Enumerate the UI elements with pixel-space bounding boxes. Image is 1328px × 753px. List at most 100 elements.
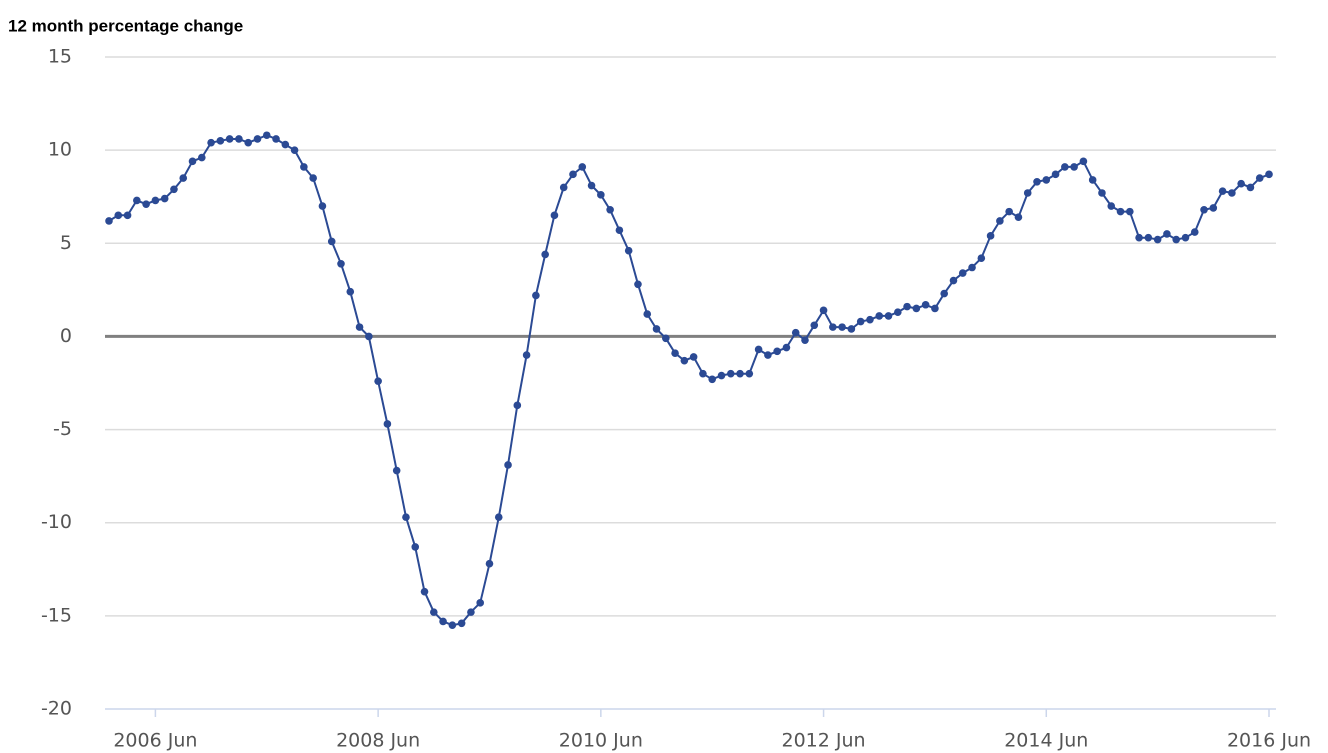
point <box>634 280 642 289</box>
point <box>801 336 809 344</box>
point <box>1042 176 1051 184</box>
point <box>847 325 856 333</box>
point <box>949 276 958 285</box>
point <box>1107 202 1116 210</box>
point <box>262 131 271 140</box>
point <box>1116 207 1125 216</box>
point <box>272 135 280 143</box>
point <box>430 608 438 616</box>
point <box>689 353 698 361</box>
y-tick-label: 0 <box>60 325 72 347</box>
point <box>355 323 364 331</box>
point <box>1246 183 1255 192</box>
point <box>597 191 605 199</box>
point <box>1200 205 1208 214</box>
point <box>170 185 178 194</box>
point <box>1153 235 1162 244</box>
point <box>819 306 828 315</box>
y-tick-label: 5 <box>60 232 72 254</box>
point <box>1033 178 1041 186</box>
point <box>1005 207 1013 216</box>
point <box>216 137 225 145</box>
point <box>1172 235 1180 244</box>
point <box>624 246 633 255</box>
point <box>782 343 791 352</box>
point <box>717 371 726 380</box>
x-tick-label: 2012 Jun <box>782 730 866 752</box>
point <box>1209 204 1218 212</box>
point <box>1228 189 1236 197</box>
point <box>402 513 410 521</box>
point <box>550 211 559 220</box>
point <box>374 377 382 385</box>
point <box>365 332 373 341</box>
point <box>1255 174 1264 182</box>
point <box>875 312 884 320</box>
point <box>1190 228 1199 236</box>
point <box>894 308 902 317</box>
point <box>253 135 262 143</box>
point <box>1061 163 1069 171</box>
point <box>467 608 475 616</box>
point <box>838 323 846 331</box>
point <box>207 138 215 147</box>
y-tick-label: -10 <box>41 511 72 533</box>
point <box>736 369 744 378</box>
point <box>662 334 670 343</box>
y-tick-label: -15 <box>41 604 72 626</box>
point <box>1144 233 1153 242</box>
point <box>754 345 763 354</box>
point <box>810 321 819 330</box>
point <box>151 196 160 205</box>
point <box>439 617 447 626</box>
point <box>244 138 252 147</box>
point <box>921 300 930 309</box>
point <box>337 259 345 268</box>
point <box>615 226 624 235</box>
point <box>773 347 781 356</box>
point <box>643 310 652 318</box>
point <box>931 304 939 313</box>
point <box>522 351 531 359</box>
point <box>327 237 336 246</box>
y-tick-label: 10 <box>48 139 72 161</box>
point <box>1218 187 1227 195</box>
point <box>1181 233 1190 242</box>
point <box>300 163 308 171</box>
point <box>476 599 485 607</box>
y-tick-label: -20 <box>41 698 72 720</box>
point <box>569 170 577 179</box>
point <box>133 196 141 205</box>
point <box>986 232 995 240</box>
point <box>1135 233 1143 242</box>
x-tick-label: 2016 Jun <box>1227 730 1311 752</box>
point <box>866 315 874 324</box>
x-tick-label: 2010 Jun <box>559 730 643 752</box>
point <box>346 287 355 296</box>
point <box>1023 189 1032 197</box>
point <box>1163 230 1171 238</box>
x-tick-label: 2006 Jun <box>113 730 197 752</box>
point <box>884 312 893 320</box>
point <box>903 302 911 311</box>
point <box>532 291 540 300</box>
point <box>448 621 457 629</box>
point <box>318 202 327 210</box>
point <box>179 174 188 182</box>
point <box>606 205 614 214</box>
point <box>764 351 772 359</box>
point <box>142 200 150 208</box>
point <box>114 211 123 220</box>
point <box>856 317 865 326</box>
point <box>1265 170 1273 179</box>
point <box>123 211 132 220</box>
point <box>392 466 401 475</box>
point <box>726 369 735 378</box>
x-tick-label: 2008 Jun <box>336 730 420 752</box>
point <box>977 254 986 262</box>
point <box>198 153 206 162</box>
x-tick-label: 2014 Jun <box>1004 730 1088 752</box>
point <box>1088 176 1097 184</box>
point <box>383 420 392 428</box>
